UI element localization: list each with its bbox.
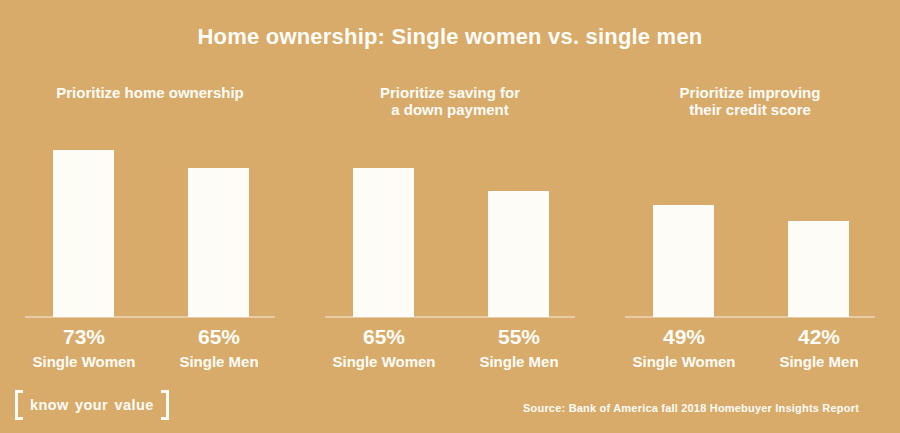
bar-chart-area: [300, 149, 600, 317]
group-title: Prioritize saving for a down payment: [300, 84, 600, 118]
axis-baseline: [25, 316, 275, 318]
bar-chart-area: [600, 149, 900, 317]
category-label: Single Men: [149, 353, 289, 370]
bar-single-women: [53, 150, 114, 317]
logo-text: know your value: [23, 397, 161, 413]
bar-single-men: [488, 191, 549, 317]
bar-label-single-men: 55% Single Men: [449, 326, 589, 370]
value-label: 65%: [314, 326, 454, 348]
category-label: Single Men: [749, 353, 889, 370]
category-label: Single Men: [449, 353, 589, 370]
value-label: 42%: [749, 326, 889, 348]
bar-label-single-women: 49% Single Women: [614, 326, 754, 370]
chart-group-home-ownership: Prioritize home ownership 73% Single Wom…: [0, 84, 300, 384]
know-your-value-logo: know your value: [15, 389, 169, 421]
bar-label-single-women: 65% Single Women: [314, 326, 454, 370]
bar-label-single-women: 73% Single Women: [14, 326, 154, 370]
axis-baseline: [325, 316, 575, 318]
group-title: Prioritize improving their credit score: [600, 84, 900, 118]
category-label: Single Women: [614, 353, 754, 370]
bar-label-single-men: 42% Single Men: [749, 326, 889, 370]
chart-title: Home ownership: Single women vs. single …: [0, 24, 900, 50]
bar-single-women: [653, 205, 714, 317]
bracket-left-icon: [15, 390, 23, 420]
group-title: Prioritize home ownership: [0, 84, 300, 101]
bar-chart-area: [0, 149, 300, 317]
category-label: Single Women: [314, 353, 454, 370]
value-label: 49%: [614, 326, 754, 348]
value-label: 55%: [449, 326, 589, 348]
source-attribution: Source: Bank of America fall 2018 Homebu…: [523, 402, 859, 414]
bar-single-women: [353, 168, 414, 317]
value-label: 65%: [149, 326, 289, 348]
value-label: 73%: [14, 326, 154, 348]
category-label: Single Women: [14, 353, 154, 370]
bar-label-single-men: 65% Single Men: [149, 326, 289, 370]
chart-groups: Prioritize home ownership 73% Single Wom…: [0, 84, 900, 384]
axis-baseline: [625, 316, 875, 318]
chart-group-down-payment: Prioritize saving for a down payment 65%…: [300, 84, 600, 384]
bar-single-men: [788, 221, 849, 317]
chart-group-credit-score: Prioritize improving their credit score …: [600, 84, 900, 384]
bar-single-men: [188, 168, 249, 317]
bracket-right-icon: [161, 390, 169, 420]
